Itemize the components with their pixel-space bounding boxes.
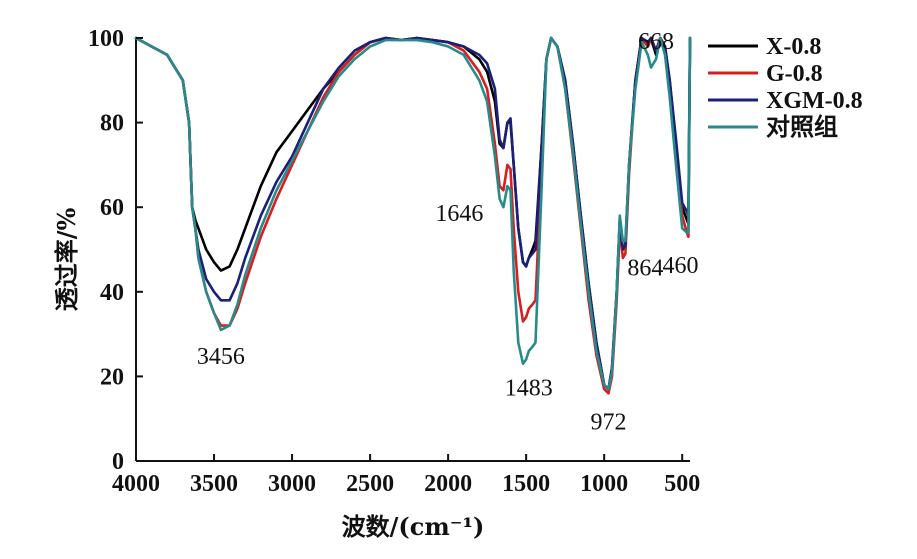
legend-label: G-0.8 xyxy=(766,61,823,87)
peak-annotation: 972 xyxy=(591,409,627,435)
peak-annotation: 460 xyxy=(662,253,698,279)
peak-annotation: 1483 xyxy=(505,376,553,402)
y-tick-label: 60 xyxy=(100,195,124,221)
x-tick-label: 3000 xyxy=(268,471,316,497)
x-tick-label: 1000 xyxy=(580,471,628,497)
peak-annotation: 668 xyxy=(638,29,674,55)
peak-annotation: 1646 xyxy=(435,201,483,227)
legend-label: X-0.8 xyxy=(766,34,821,60)
y-tick-label: 0 xyxy=(112,449,124,475)
y-tick-label: 20 xyxy=(100,364,124,390)
series-line-2 xyxy=(134,36,692,395)
y-tick-label: 40 xyxy=(100,280,124,306)
series-layer xyxy=(134,36,692,395)
legend-label: XGM-0.8 xyxy=(766,88,863,114)
legend-label: 对照组 xyxy=(766,114,838,141)
peak-annotations: 3456 1646 1483 972 864 668 460 xyxy=(197,29,699,435)
x-tick-label: 500 xyxy=(664,471,700,497)
series-line-4 xyxy=(134,36,692,391)
x-axis-label: 波数/(cm⁻¹) xyxy=(342,512,485,541)
x-axis-ticks: 4000 3500 3000 2500 2000 1500 1000 500 xyxy=(112,454,700,497)
x-tick-label: 2000 xyxy=(424,471,472,497)
peak-annotation: 3456 xyxy=(197,344,245,370)
y-tick-label: 80 xyxy=(100,111,124,137)
x-tick-label: 4000 xyxy=(112,471,160,497)
series-line-3 xyxy=(134,36,692,391)
peak-annotation: 864 xyxy=(627,256,663,282)
plot-area xyxy=(135,38,690,462)
x-tick-label: 2500 xyxy=(346,471,394,497)
y-axis-label: 透过率/% xyxy=(52,208,81,312)
x-tick-label: 1500 xyxy=(502,471,550,497)
y-tick-label: 100 xyxy=(88,26,124,52)
y-axis-ticks: 0 20 40 60 80 100 xyxy=(88,26,143,475)
series-line-1 xyxy=(134,36,692,391)
x-tick-label: 3500 xyxy=(190,471,238,497)
